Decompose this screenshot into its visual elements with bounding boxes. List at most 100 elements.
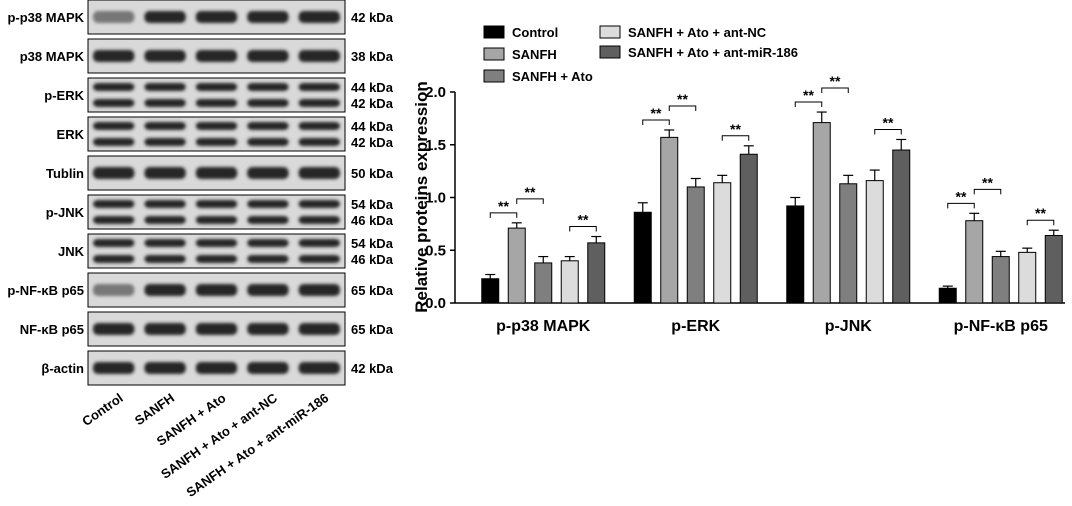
error-bar: [1048, 229, 1059, 236]
blot-band: [195, 216, 238, 224]
blot-band: [93, 138, 135, 146]
error-bar: [591, 235, 602, 243]
blot-band: [93, 255, 135, 263]
error-bar: [790, 196, 801, 206]
blot-band: [144, 122, 186, 130]
bar: [812, 122, 831, 304]
significance-label: **: [956, 188, 967, 204]
error-bar: [896, 138, 907, 151]
legend-swatch: [483, 25, 505, 39]
error-bar: [1022, 247, 1033, 253]
blot-band: [298, 362, 340, 374]
blot-kda-label: 54 kDa: [351, 236, 394, 251]
bar: [713, 182, 732, 304]
blot-band: [144, 11, 186, 23]
blot-band: [93, 239, 135, 247]
blot-band: [247, 284, 289, 296]
blot-row-label: JNK: [58, 244, 85, 259]
blot-band: [195, 255, 238, 263]
blot-band: [195, 138, 238, 146]
significance-label: **: [883, 114, 894, 130]
significance-bracket: [794, 101, 823, 108]
blot-band: [247, 362, 289, 374]
blot-band: [144, 216, 186, 224]
error-bar: [717, 174, 728, 183]
bar: [865, 180, 884, 304]
blot-band: [93, 99, 135, 107]
blot-row-label: p38 MAPK: [20, 49, 85, 64]
significance-label: **: [1035, 205, 1046, 221]
y-tick-label: 2.0: [425, 84, 446, 101]
blot-kda-label: 46 kDa: [351, 252, 394, 267]
blot-row-label: NF-κB p65: [20, 322, 84, 337]
y-tick-label: 0.0: [425, 295, 446, 312]
legend-swatch: [483, 47, 505, 61]
bar: [660, 136, 679, 304]
y-tick-label: 0.5: [425, 242, 446, 259]
blot-band: [298, 83, 340, 91]
significance-label: **: [578, 212, 589, 228]
blot-band: [247, 122, 289, 130]
blot-band: [195, 50, 238, 62]
blot-band: [93, 83, 135, 91]
blot-band: [298, 239, 340, 247]
blot-kda-label: 42 kDa: [351, 96, 394, 111]
x-tick-label: p-JNK: [825, 318, 873, 335]
blot-band: [144, 284, 186, 296]
blot-band: [195, 284, 238, 296]
bar: [1018, 251, 1037, 304]
bar: [938, 287, 957, 304]
blot-kda-label: 46 kDa: [351, 213, 394, 228]
blot-band: [247, 11, 289, 23]
blot-kda-label: 38 kDa: [351, 49, 394, 64]
blot-band: [298, 11, 340, 23]
error-bar: [664, 129, 675, 138]
legend-label: SANFH + Ato + ant-miR-186: [628, 45, 798, 60]
blot-band: [298, 284, 340, 296]
significance-bracket: [821, 87, 849, 94]
blot-band: [93, 50, 135, 62]
blot-row-label: β-actin: [41, 361, 84, 376]
blot-band: [298, 99, 340, 107]
bar: [786, 205, 805, 304]
blot-band: [144, 362, 186, 374]
blot-band: [144, 83, 186, 91]
legend-label: SANFH + Ato + ant-NC: [628, 25, 767, 40]
error-bar: [511, 222, 522, 229]
bar: [965, 220, 984, 304]
significance-label: **: [677, 91, 688, 107]
legend-swatch: [599, 45, 621, 59]
significance-label: **: [525, 184, 536, 200]
significance-label: **: [982, 174, 993, 190]
x-tick-label: p-p38 MAPK: [496, 318, 591, 335]
blot-band: [298, 323, 340, 335]
error-bar: [743, 145, 754, 155]
significance-bracket: [874, 128, 902, 135]
blot-band: [144, 200, 186, 208]
legend-swatch: [599, 25, 621, 39]
blot-band: [298, 255, 340, 263]
significance-label: **: [651, 105, 662, 121]
bar: [560, 260, 579, 304]
significance-bracket: [1026, 219, 1055, 226]
error-bar: [942, 285, 953, 289]
blot-band: [247, 167, 289, 179]
legend-label: SANFH + Ato: [512, 69, 593, 84]
blot-band: [298, 122, 340, 130]
blot-band: [144, 138, 186, 146]
blot-kda-label: 42 kDa: [351, 135, 394, 150]
error-bar: [843, 174, 854, 184]
blot-kda-label: 42 kDa: [351, 361, 394, 376]
error-bar: [564, 255, 575, 261]
bar: [686, 186, 705, 304]
blot-band: [247, 99, 289, 107]
blot-band: [195, 11, 238, 23]
lane-label: SANFH: [132, 390, 177, 428]
blot-band: [93, 122, 135, 130]
blot-band: [93, 167, 135, 179]
x-tick-label: p-ERK: [671, 318, 720, 335]
lane-label: Control: [79, 390, 125, 429]
blot-band: [144, 167, 186, 179]
blot-kda-label: 65 kDa: [351, 322, 394, 337]
